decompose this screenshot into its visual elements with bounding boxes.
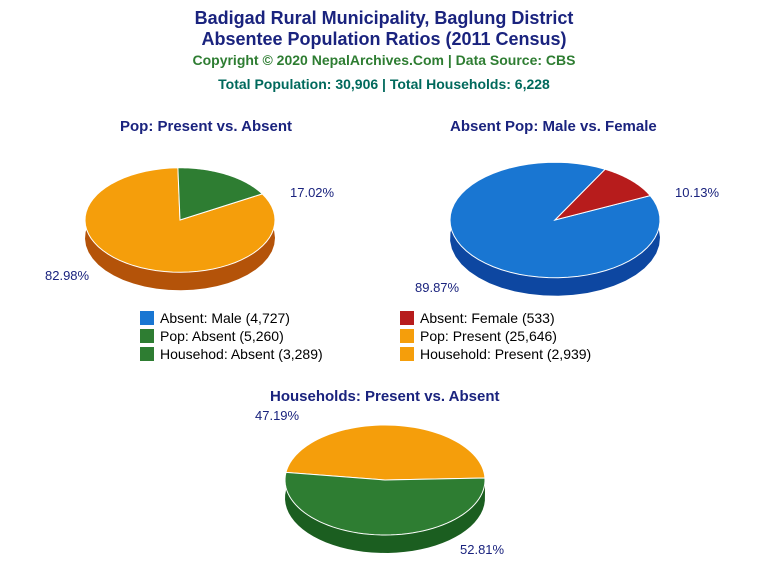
copyright-line: Copyright © 2020 NepalArchives.Com | Dat… — [0, 52, 768, 68]
legend-swatch — [400, 329, 414, 343]
pie-slice-top — [178, 168, 262, 220]
pie-slice-top — [286, 425, 485, 480]
pie-slice-top — [285, 472, 485, 535]
title-line-1: Badigad Rural Municipality, Baglung Dist… — [0, 8, 768, 29]
pie-slice-side — [285, 472, 485, 553]
pie-slice-side — [178, 168, 262, 212]
pct-label: 47.19% — [255, 408, 299, 423]
pct-label: 10.13% — [675, 185, 719, 200]
chart-title-1: Pop: Present vs. Absent — [120, 118, 292, 135]
legend-label: Househod: Absent (3,289) — [160, 346, 323, 362]
totals-line: Total Population: 30,906 | Total Househo… — [0, 76, 768, 92]
legend-label: Pop: Present (25,646) — [420, 328, 557, 344]
legend-item: Househod: Absent (3,289) — [140, 346, 380, 362]
legend-item: Absent: Female (533) — [400, 310, 640, 326]
legend-label: Household: Present (2,939) — [420, 346, 591, 362]
pct-label: 82.98% — [45, 268, 89, 283]
legend-label: Absent: Male (4,727) — [160, 310, 290, 326]
chart-title-3: Households: Present vs. Absent — [270, 388, 500, 405]
legend-swatch — [140, 347, 154, 361]
legend-swatch — [400, 347, 414, 361]
pie-slice-top — [555, 169, 650, 220]
pie-slice-top — [85, 168, 275, 272]
legend-item: Pop: Absent (5,260) — [140, 328, 380, 344]
legend-item: Household: Present (2,939) — [400, 346, 640, 362]
legend-swatch — [140, 311, 154, 325]
legend-label: Absent: Female (533) — [420, 310, 555, 326]
legend-label: Pop: Absent (5,260) — [160, 328, 284, 344]
pie-slice-side — [605, 169, 650, 213]
pie-slice-side — [450, 162, 660, 295]
pct-label: 52.81% — [460, 542, 504, 557]
legend-swatch — [400, 311, 414, 325]
legend-swatch — [140, 329, 154, 343]
legend-item: Pop: Present (25,646) — [400, 328, 640, 344]
title-block: Badigad Rural Municipality, Baglung Dist… — [0, 0, 768, 92]
pct-label: 17.02% — [290, 185, 334, 200]
title-line-2: Absentee Population Ratios (2011 Census) — [0, 29, 768, 50]
chart-title-2: Absent Pop: Male vs. Female — [450, 118, 657, 135]
pct-label: 89.87% — [415, 280, 459, 295]
pie-slice-top — [450, 162, 660, 277]
pie-slice-side — [286, 425, 485, 496]
legend: Absent: Male (4,727) Absent: Female (533)… — [140, 310, 640, 362]
pie-slice-side — [85, 168, 275, 290]
legend-item: Absent: Male (4,727) — [140, 310, 380, 326]
